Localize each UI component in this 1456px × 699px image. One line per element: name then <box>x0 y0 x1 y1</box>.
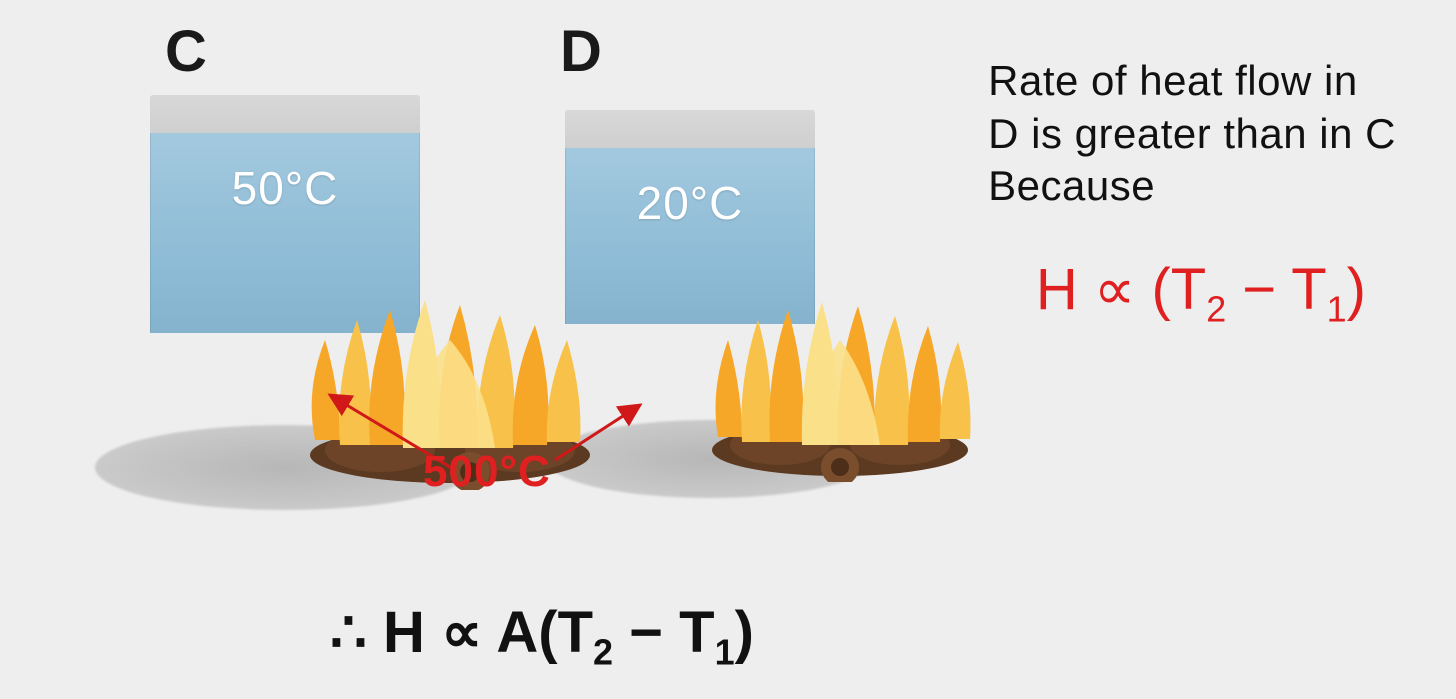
beaker-d-rim <box>565 110 815 148</box>
explanation-text: Rate of heat flow in D is greater than i… <box>988 55 1396 213</box>
fire-temp-label: 500°C <box>423 447 551 497</box>
explain-line-1: Rate of heat flow in <box>988 55 1396 108</box>
formula-conclusion: ∴ H ∝ A(T2 − T1) <box>330 598 754 674</box>
beaker-c-label: C <box>165 18 207 85</box>
beaker-d-temp: 20°C <box>637 176 744 230</box>
formula-proportional: H ∝ (T2 − T1) <box>1036 255 1366 331</box>
beaker-c-rim <box>150 95 420 133</box>
explain-line-2: D is greater than in C <box>988 108 1396 161</box>
fire-d <box>690 282 990 482</box>
explain-line-3: Because <box>988 160 1396 213</box>
beaker-d-label: D <box>560 18 602 85</box>
beaker-c-temp: 50°C <box>232 161 339 215</box>
